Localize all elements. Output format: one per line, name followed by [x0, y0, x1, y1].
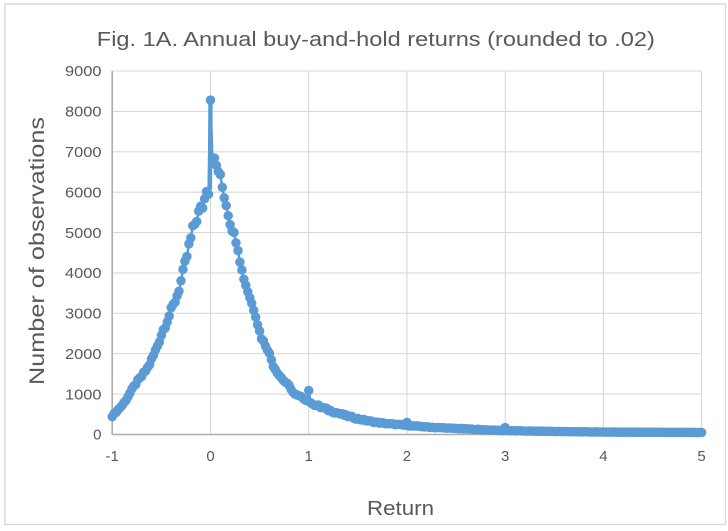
svg-text:Return: Return [367, 498, 434, 520]
svg-text:8000: 8000 [65, 104, 102, 121]
svg-text:3000: 3000 [65, 306, 102, 323]
svg-text:Number of observations: Number of observations [25, 117, 49, 385]
svg-text:-1: -1 [106, 448, 119, 465]
svg-text:3: 3 [501, 448, 509, 465]
svg-text:5: 5 [697, 448, 705, 465]
svg-text:7000: 7000 [65, 144, 102, 161]
svg-text:1000: 1000 [65, 386, 102, 403]
svg-text:6000: 6000 [65, 184, 102, 201]
svg-text:1: 1 [305, 448, 313, 465]
svg-text:2: 2 [403, 448, 411, 465]
svg-text:4: 4 [599, 448, 607, 465]
svg-text:9000: 9000 [65, 63, 102, 80]
svg-text:0: 0 [206, 448, 214, 465]
svg-text:0: 0 [93, 427, 101, 444]
svg-text:2000: 2000 [65, 346, 102, 363]
svg-text:Fig. 1A. Annual buy-and-hold r: Fig. 1A. Annual buy-and-hold returns (ro… [97, 29, 655, 51]
svg-text:4000: 4000 [65, 265, 102, 282]
svg-text:5000: 5000 [65, 225, 102, 242]
